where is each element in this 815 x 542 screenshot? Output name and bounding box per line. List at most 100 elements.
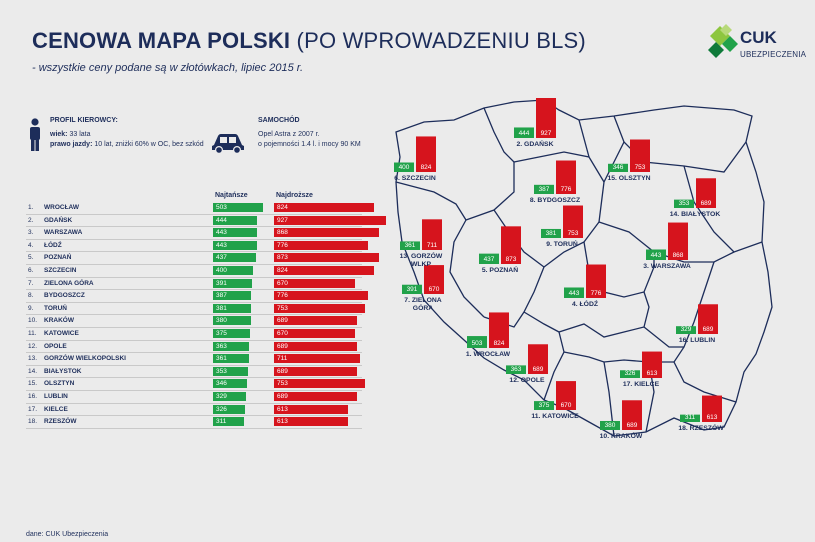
map-cheapest-value: 329 <box>681 326 692 333</box>
row-rank: 16. <box>28 392 38 400</box>
map-most-expensive-bar <box>668 222 688 260</box>
cheapest-value: 380 <box>216 317 227 325</box>
driver-profile: PROFIL KIEROWCY: wiek: 33 lata prawo jaz… <box>50 116 204 150</box>
map-most-expensive-value: 753 <box>635 164 646 171</box>
map-city-marker: 311 613 18. RZESZÓW <box>678 395 724 432</box>
map-city-label: 17. KIELCE <box>623 381 660 388</box>
map-city-marker: 363 689 12. OPOLE <box>506 344 548 384</box>
map-most-expensive-value: 670 <box>429 286 440 293</box>
cheapest-value: 381 <box>216 304 227 312</box>
title-light: (PO WPROWADZENIU BLS) <box>296 28 586 53</box>
map-city-label: 10. KRAKÓW <box>600 431 643 440</box>
cheapest-bar: 387 <box>213 291 252 301</box>
map-cheapest-value: 380 <box>605 422 616 429</box>
cuk-logo-icon <box>708 24 738 58</box>
poland-map: 503 824 1. WROCŁAW 444 927 2. GDAŃSK 443 868 3. … <box>394 98 773 440</box>
row-city: TORUŃ <box>44 304 67 312</box>
most-expensive-bar: 711 <box>274 354 360 364</box>
map-cheapest-bar <box>534 184 554 194</box>
cheapest-value: 400 <box>216 266 227 274</box>
row-rank: 4. <box>28 241 34 249</box>
map-city-marker: 443 868 3. WARSZAWA <box>643 222 691 270</box>
most-expensive-bar: 753 <box>274 303 365 313</box>
cheapest-value: 503 <box>216 204 227 211</box>
row-city: POZNAŃ <box>44 254 72 262</box>
most-expensive-value: 753 <box>277 380 288 388</box>
map-most-expensive-value: 689 <box>701 200 712 207</box>
most-expensive-value: 711 <box>277 355 288 363</box>
map-cheapest-bar <box>402 284 422 294</box>
map-most-expensive-value: 670 <box>561 402 572 409</box>
most-expensive-bar: 689 <box>274 391 358 401</box>
map-most-expensive-bar <box>630 139 650 172</box>
most-expensive-bar: 613 <box>274 404 349 414</box>
most-expensive-value: 689 <box>277 392 288 400</box>
column-cheapest: Najtańsze <box>215 192 248 199</box>
map-city-label: 1. WROCŁAW <box>466 351 511 358</box>
row-rank: 8. <box>28 292 34 300</box>
table-row: 6. SZCZECIN 400 824 <box>26 265 374 278</box>
map-most-expensive-bar <box>424 265 444 294</box>
subtitle: - wszystkie ceny podane są w złotówkach,… <box>32 62 304 74</box>
map-city-marker: 381 753 9. TORUŃ <box>541 205 583 248</box>
row-city: KRAKÓW <box>44 317 74 325</box>
map-cheapest-value: 353 <box>679 200 690 207</box>
brand-name: CUK <box>740 28 777 47</box>
row-rank: 17. <box>28 405 38 413</box>
age-value: 33 lata <box>69 131 91 138</box>
cheapest-value: 346 <box>216 380 227 388</box>
most-expensive-bar: 776 <box>274 240 368 250</box>
row-city: OPOLE <box>44 342 67 350</box>
most-expensive-value: 824 <box>277 266 288 274</box>
map-city-label: 2. GDAŃSK <box>516 139 553 148</box>
map-most-expensive-bar <box>702 395 722 422</box>
table-row: 8. BYDGOSZCZ 387 776 <box>26 290 368 303</box>
table-row: 2. GDAŃSK 444 927 <box>26 215 386 228</box>
table-row: 9. TORUŃ 381 753 <box>26 303 365 316</box>
title-bold: CENOWA MAPA POLSKI <box>32 28 291 53</box>
row-city: BYDGOSZCZ <box>44 292 85 300</box>
row-rank: 1. <box>28 204 34 211</box>
map-cheapest-value: 311 <box>685 414 696 421</box>
table-row: 5. POZNAŃ 437 873 <box>26 252 380 265</box>
age-label: wiek: <box>50 131 68 138</box>
table-row: 13. GORZÓW WIELKOPOLSKI 361 711 <box>26 353 362 366</box>
most-expensive-value: 927 <box>277 216 288 224</box>
map-city-label: 8. BYDGOSZCZ <box>530 197 580 204</box>
map-cheapest-bar <box>620 370 640 378</box>
row-rank: 9. <box>28 304 34 312</box>
cheapest-bar: 503 <box>213 203 263 212</box>
map-city-marker: 444 927 2. GDAŃSK <box>514 98 556 148</box>
table-row: 18. RZESZÓW 311 613 <box>26 416 362 429</box>
license-label: prawo jazdy: <box>50 141 93 148</box>
map-most-expensive-bar <box>528 344 548 374</box>
most-expensive-bar: 776 <box>274 291 368 301</box>
row-rank: 18. <box>28 418 38 426</box>
car-icon <box>212 134 244 154</box>
brand-tagline: UBEZPIECZENIA <box>740 50 807 59</box>
cheapest-bar: 361 <box>213 354 249 364</box>
driver-icon <box>30 118 40 151</box>
map-most-expensive-value: 753 <box>568 230 579 237</box>
table-row: 14. BIAŁYSTOK 353 689 <box>26 366 362 379</box>
car-line2: o pojemności 1.4 l. i mocy 90 KM <box>258 141 361 148</box>
license-value: 10 lat, zniżki 60% w OC, bez szkód <box>94 141 204 148</box>
map-city-label: 11. KATOWICE <box>531 413 579 420</box>
cheapest-bar: 375 <box>213 328 251 338</box>
map-cheapest-bar <box>479 253 499 264</box>
most-expensive-value: 670 <box>277 279 288 287</box>
most-expensive-bar: 689 <box>274 366 358 376</box>
cheapest-bar: 400 <box>213 265 253 275</box>
map-cheapest-bar <box>564 287 584 298</box>
most-expensive-bar: 689 <box>274 316 358 326</box>
row-city: KIELCE <box>44 405 68 413</box>
table-row: 3. WARSZAWA 443 868 <box>26 227 379 240</box>
map-city-label: 15. OLSZTYN <box>607 175 650 182</box>
map-cheapest-bar <box>514 127 534 138</box>
most-expensive-value: 689 <box>277 342 288 350</box>
most-expensive-bar: 873 <box>274 253 380 263</box>
cheapest-bar: 311 <box>213 417 244 427</box>
map-most-expensive-value: 689 <box>533 366 544 373</box>
cheapest-bar: 443 <box>213 228 258 238</box>
map-city-marker: 437 873 5. POZNAŃ <box>479 226 521 274</box>
